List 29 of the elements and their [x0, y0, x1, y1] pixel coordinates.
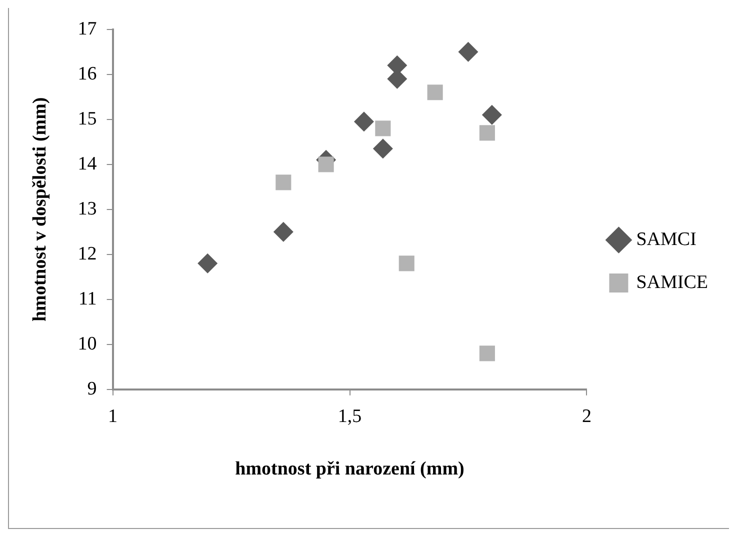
- y-tick-label: 14: [78, 153, 98, 174]
- point: [276, 174, 292, 190]
- x-axis-title: hmotnost při narození (mm): [235, 458, 464, 480]
- point: [398, 256, 414, 272]
- y-tick-label: 16: [78, 63, 97, 84]
- y-tick-label: 17: [78, 18, 97, 40]
- x-tick-label: 2: [582, 406, 592, 427]
- point: [375, 120, 391, 136]
- x-tick-label: 1: [108, 406, 118, 427]
- y-tick-label: 10: [78, 333, 97, 354]
- point: [458, 42, 478, 62]
- point: [354, 112, 374, 132]
- point: [479, 346, 495, 362]
- y-axis-title: hmotnost v dospělosti (mm): [29, 97, 50, 322]
- x-tick-label: 1,5: [338, 406, 362, 427]
- y-tick-label: 9: [87, 378, 97, 400]
- point: [479, 125, 495, 141]
- point: [198, 253, 218, 274]
- point: [273, 222, 294, 242]
- y-tick-label: 13: [78, 198, 97, 220]
- point: [427, 84, 443, 100]
- y-tick-label: 11: [78, 288, 97, 310]
- y-tick-label: 15: [78, 108, 97, 130]
- point: [482, 104, 502, 125]
- y-tick-label: 12: [78, 243, 97, 264]
- legend-label: SAMICE: [636, 272, 708, 293]
- point: [318, 156, 334, 172]
- point: [372, 138, 393, 159]
- legend-label: SAMCI: [636, 228, 696, 250]
